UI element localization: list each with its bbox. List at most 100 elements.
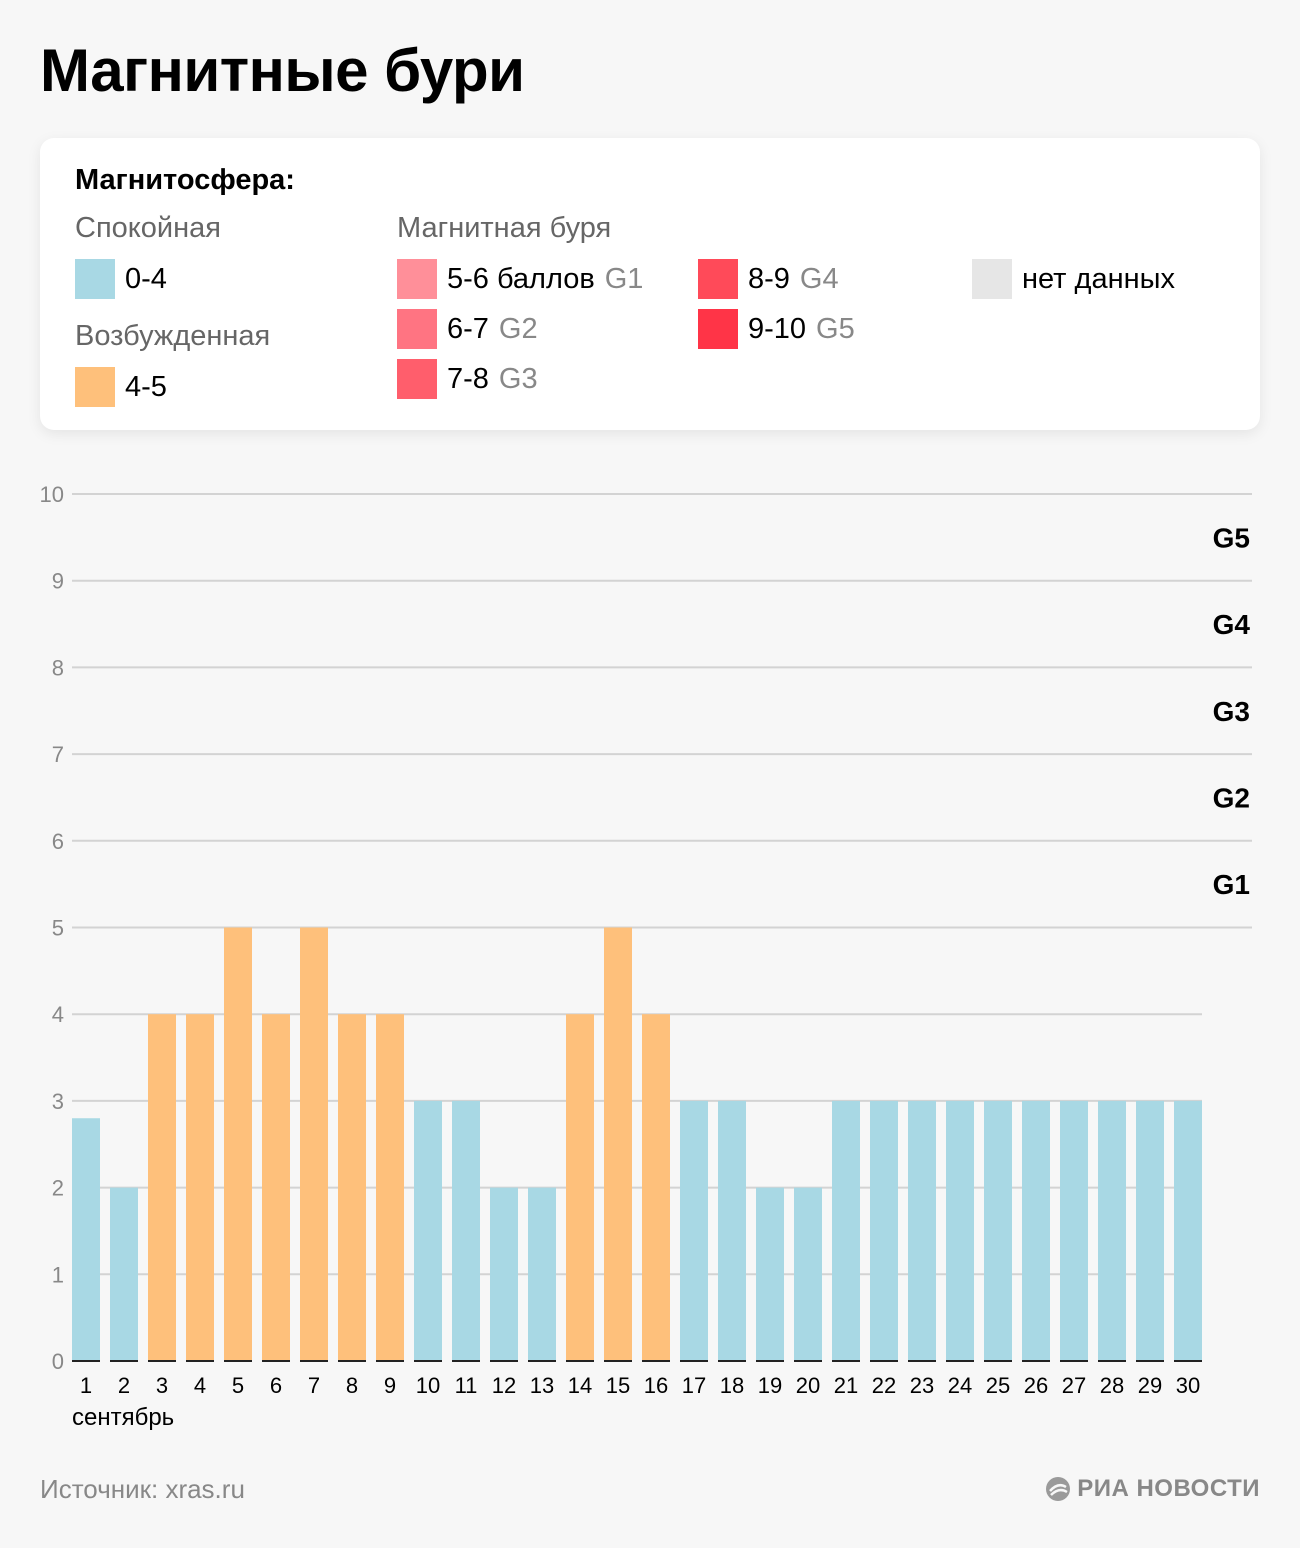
x-tick-label: 29 — [1138, 1373, 1162, 1398]
x-tick-label: 19 — [758, 1373, 782, 1398]
legend-swatch-storm-g5 — [698, 309, 738, 349]
bar — [794, 1187, 822, 1361]
legend-item-storm-g4: 8-9 G4 — [698, 259, 839, 299]
x-tick-label: 17 — [682, 1373, 706, 1398]
y-tick-label: 3 — [52, 1089, 64, 1114]
x-tick-label: 2 — [118, 1373, 130, 1398]
bar — [224, 927, 252, 1361]
legend-item-level: G1 — [604, 262, 644, 295]
storm-level-label: G4 — [1213, 609, 1251, 640]
legend-item-excited: 4-5 — [75, 367, 167, 407]
x-tick-label: 16 — [644, 1373, 668, 1398]
bar — [1136, 1100, 1164, 1361]
x-tick-label: 22 — [872, 1373, 896, 1398]
bar — [186, 1014, 214, 1361]
storm-level-label: G1 — [1213, 869, 1250, 900]
legend-item-label: 5-6 баллов — [447, 262, 595, 295]
bar — [566, 1014, 594, 1361]
legend-swatch-storm-g2 — [397, 309, 437, 349]
legend-swatch-excited — [75, 367, 115, 407]
x-tick-label: 3 — [156, 1373, 168, 1398]
y-tick-label: 4 — [52, 1002, 64, 1027]
legend-swatch-nodata — [972, 259, 1012, 299]
bar — [110, 1187, 138, 1361]
y-tick-label: 0 — [52, 1349, 64, 1374]
bar — [604, 927, 632, 1361]
bar — [72, 1118, 100, 1361]
x-tick-label: 4 — [194, 1373, 206, 1398]
x-tick-label: 11 — [455, 1373, 478, 1398]
bar — [642, 1014, 670, 1361]
legend-item-label: 7-8 — [447, 362, 489, 395]
brand-logo: РИА НОВОСТИ — [1045, 1475, 1260, 1503]
x-tick-label: 26 — [1024, 1373, 1048, 1398]
bar — [756, 1187, 784, 1361]
legend-item-label: 9-10 — [748, 312, 807, 345]
legend-item-storm-g5: 9-10 G5 — [698, 309, 855, 349]
bar — [148, 1014, 176, 1361]
bar — [718, 1100, 746, 1361]
x-tick-label: 18 — [720, 1373, 744, 1398]
legend-item-label: нет данных — [1022, 262, 1175, 295]
legend-swatch-calm — [75, 259, 115, 299]
x-tick-label: 28 — [1100, 1373, 1124, 1398]
legend-item-storm-g3: 7-8 G3 — [397, 359, 538, 399]
legend-item-level: G3 — [498, 362, 538, 395]
x-tick-label: 27 — [1062, 1373, 1086, 1398]
chart-bars — [72, 927, 1202, 1362]
bar — [376, 1014, 404, 1361]
legend-heading: Магнитосфера: — [75, 164, 295, 196]
storm-level-label: G3 — [1213, 696, 1250, 727]
x-tick-label: 8 — [346, 1373, 358, 1398]
legend-group-excited-label: Возбужденная — [75, 320, 271, 352]
x-tick-label: 1 — [80, 1373, 92, 1398]
y-tick-label: 7 — [52, 742, 64, 767]
x-tick-label: 21 — [834, 1373, 858, 1398]
legend-item-level: G5 — [816, 312, 855, 345]
bar — [528, 1187, 556, 1361]
legend-item-level: G4 — [799, 262, 839, 295]
bar — [452, 1100, 480, 1361]
y-tick-label: 9 — [52, 569, 64, 594]
bar — [262, 1014, 290, 1361]
bar — [870, 1100, 898, 1361]
x-tick-label: 13 — [530, 1373, 554, 1398]
bar — [1098, 1100, 1126, 1361]
legend-item-label: 4-5 — [125, 370, 167, 403]
legend-panel: Магнитосфера: Спокойная 0-4 Возбужденная… — [40, 138, 1260, 430]
x-tick-label: 25 — [986, 1373, 1010, 1398]
y-tick-label: 6 — [52, 829, 64, 854]
storm-level-label: G2 — [1213, 782, 1250, 813]
legend-swatch-storm-g4 — [698, 259, 738, 299]
y-axis-ticks: 0 1 2 3 4 5 6 7 8 9 10 — [40, 482, 64, 1374]
legend-swatch-storm-g3 — [397, 359, 437, 399]
y-tick-label: 10 — [40, 482, 64, 507]
page-title: Магнитные бури — [40, 37, 525, 104]
storm-level-label: G5 — [1213, 522, 1250, 553]
x-tick-label: 12 — [492, 1373, 516, 1398]
x-tick-label: 5 — [232, 1373, 244, 1398]
chart-grid — [72, 493, 1252, 1276]
legend-item-label: 8-9 — [748, 262, 790, 295]
x-axis-ticks: 1 2 3 4 5 6 7 8 9 10 11 12 13 14 15 16 17 18 19 20 21 22 23 24 2… — [80, 1373, 1200, 1398]
legend-item-label: 6-7 — [447, 312, 489, 345]
x-tick-label: 30 — [1176, 1373, 1200, 1398]
x-tick-label: 6 — [270, 1373, 282, 1398]
y-tick-label: 2 — [52, 1176, 64, 1201]
y-tick-label: 8 — [52, 655, 64, 680]
legend-group-calm-label: Спокойная — [75, 212, 221, 244]
bar — [1022, 1100, 1050, 1361]
bar — [908, 1100, 936, 1361]
x-tick-label: 7 — [308, 1373, 320, 1398]
bar — [680, 1100, 708, 1361]
brand-name: РИА НОВОСТИ — [1077, 1475, 1260, 1502]
bar — [414, 1100, 442, 1361]
legend-group-storm-label: Магнитная буря — [397, 212, 612, 244]
x-tick-label: 15 — [606, 1373, 630, 1398]
x-tick-label: 9 — [384, 1373, 396, 1398]
x-tick-label: 20 — [796, 1373, 820, 1398]
ria-logo-icon — [1046, 1477, 1071, 1501]
legend-item-calm: 0-4 — [75, 259, 167, 299]
legend-item-storm-g1: 5-6 баллов G1 — [397, 259, 643, 299]
